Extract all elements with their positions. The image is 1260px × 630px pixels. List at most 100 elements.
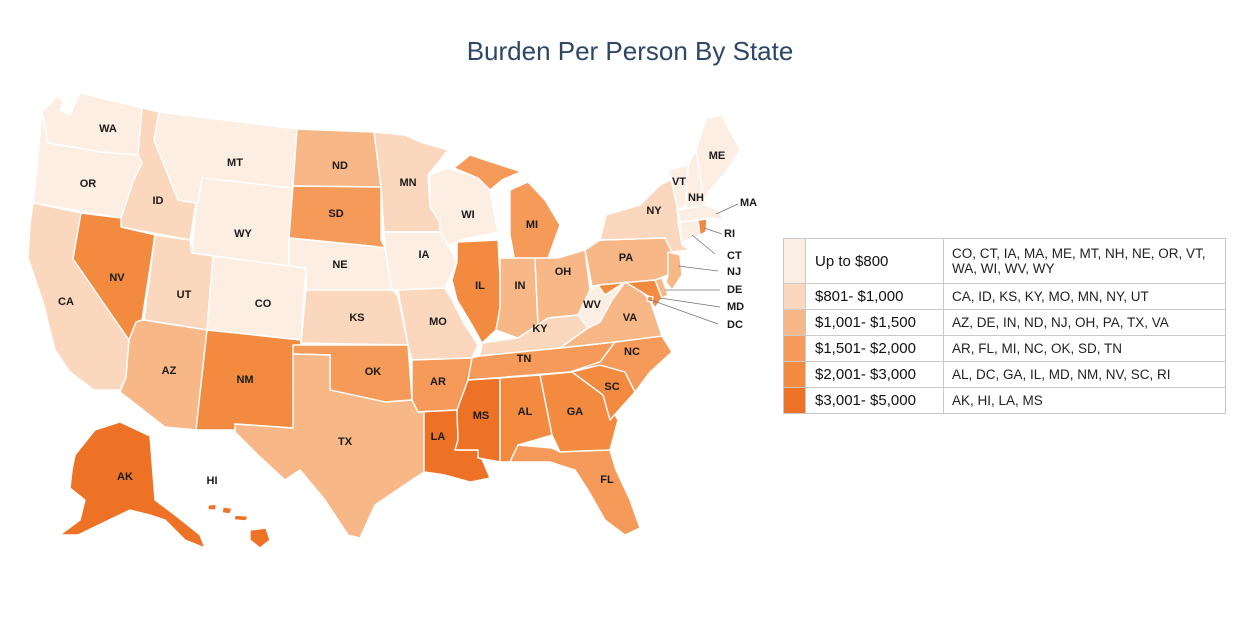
state-tx [234,353,425,539]
label-ks: KS [349,312,364,324]
label-ar: AR [430,376,446,388]
label-ut: UT [177,289,192,301]
state-ak [59,421,206,549]
legend-range: $3,001- $5,000 [805,387,944,414]
map-title: Burden Per Person By State [466,36,794,66]
label-nd: ND [332,160,348,172]
leader-nj [677,265,719,272]
label-wi: WI [461,209,474,221]
legend-states: AL, DC, GA, IL, MD, NM, NV, SC, RI [943,361,1226,388]
state-mi [453,154,561,263]
legend-swatch [783,283,806,310]
legend-states: AR, FL, MI, NC, OK, SD, TN [943,335,1226,362]
legend-states: AK, HI, LA, MS [943,387,1226,414]
label-pa: PA [619,252,634,264]
legend-range: $801- $1,000 [805,283,944,310]
label-va: VA [623,312,638,324]
label-mi: MI [526,219,538,231]
legend-range: $1,001- $1,500 [805,309,944,336]
state-co [206,255,307,341]
state-nc [569,335,673,393]
state-de [654,277,669,299]
label-ct: CT [727,250,742,262]
label-ok: OK [365,366,382,378]
leader-ct [691,234,716,255]
label-nc: NC [624,346,640,358]
label-nh: NH [688,192,704,204]
legend-range: $1,501- $2,000 [805,335,944,362]
label-ms: MS [473,410,490,422]
label-ak: AK [117,471,133,483]
label-tn: TN [517,353,532,365]
label-or: OR [80,178,97,190]
legend-states: CA, ID, KS, KY, MO, MN, NY, UT [943,283,1226,310]
legend-row: $801- $1,000 CA, ID, KS, KY, MO, MN, NY,… [783,283,1226,310]
us-map: WA OR CA ID NV MT WY UT AZ CO NM ND SD N… [27,92,757,549]
label-wv: WV [583,299,601,311]
label-md: MD [727,301,744,313]
label-mo: MO [429,316,447,328]
leader-ma [715,203,739,215]
label-dc: DC [727,319,743,331]
label-id: ID [153,195,164,207]
legend-swatch [783,238,806,284]
label-ny: NY [646,205,662,217]
legend-table: Up to $800 CO, CT, IA, MA, ME, MT, NH, N… [783,238,1226,414]
label-az: AZ [162,365,177,377]
legend-row: $3,001- $5,000 AK, HI, LA, MS [783,387,1226,414]
legend-range: Up to $800 [805,238,944,284]
state-fl [509,444,641,536]
state-dc [646,295,654,303]
label-ne: NE [332,259,347,271]
label-in: IN [515,280,526,292]
state-hi [207,503,271,549]
label-la: LA [431,431,446,443]
label-vt: VT [672,176,686,188]
label-hi: HI [207,475,218,487]
label-nm: NM [236,374,253,386]
label-il: IL [475,280,485,292]
legend-range: $2,001- $3,000 [805,361,944,388]
label-co: CO [255,298,272,310]
legend-swatch [783,335,806,362]
label-me: ME [709,150,726,162]
label-ri: RI [724,228,735,240]
label-nv: NV [109,272,125,284]
label-oh: OH [555,266,572,278]
state-wi [429,167,499,246]
label-ma: MA [740,197,757,209]
state-ny [599,177,691,253]
label-mn: MN [399,177,416,189]
label-wy: WY [234,228,252,240]
legend-row: $2,001- $3,000 AL, DC, GA, IL, MD, NM, N… [783,361,1226,388]
state-me [695,114,741,201]
state-ri [697,218,708,236]
legend-swatch [783,309,806,336]
legend-row: $1,001- $1,500 AZ, DE, IN, ND, NJ, OH, P… [783,309,1226,336]
label-de: DE [727,284,742,296]
label-sc: SC [604,381,619,393]
label-ia: IA [419,249,430,261]
legend-row: Up to $800 CO, CT, IA, MA, ME, MT, NH, N… [783,238,1226,284]
legend-swatch [783,387,806,414]
leader-dc [650,299,719,325]
label-ky: KY [532,323,548,335]
leader-ri [703,227,723,235]
label-wa: WA [99,123,117,135]
label-fl: FL [600,474,614,486]
state-wy [191,177,294,267]
legend-swatch [783,361,806,388]
legend-states: CO, CT, IA, MA, ME, MT, NH, NE, OR, VT, … [943,238,1226,284]
label-al: AL [518,406,533,418]
label-mt: MT [227,157,243,169]
leader-md [659,297,721,308]
legend-states: AZ, DE, IN, ND, NJ, OH, PA, TX, VA [943,309,1226,336]
state-nj [665,251,683,291]
label-tx: TX [338,436,353,448]
label-ga: GA [567,406,584,418]
label-ca: CA [58,296,74,308]
state-nd [292,128,382,188]
state-mo [397,287,479,361]
legend-row: $1,501- $2,000 AR, FL, MI, NC, OK, SD, T… [783,335,1226,362]
label-nj: NJ [727,266,741,278]
